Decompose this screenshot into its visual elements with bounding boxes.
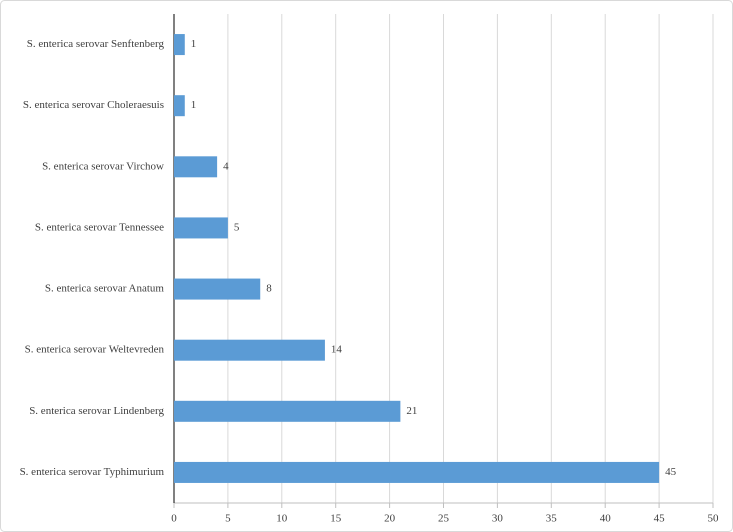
x-tick-label: 5 — [225, 513, 231, 525]
value-label: 45 — [665, 466, 677, 478]
y-tick-label: S. enterica serovar Choleraesuis — [23, 99, 164, 111]
y-tick-label: S. enterica serovar Senftenberg — [27, 38, 165, 50]
bar — [174, 34, 185, 56]
bar — [174, 461, 660, 483]
x-tick-label: 0 — [171, 513, 177, 525]
bar — [174, 156, 218, 178]
value-label: 5 — [234, 221, 240, 233]
x-tick-label: 15 — [330, 513, 342, 525]
y-tick-label: S. enterica serovar Virchow — [42, 160, 164, 172]
value-label: 14 — [331, 344, 343, 356]
bar — [174, 217, 228, 239]
bar — [174, 339, 325, 361]
bar — [174, 95, 185, 117]
value-label: 4 — [223, 160, 229, 172]
y-tick-label: S. enterica serovar Typhimurium — [20, 466, 165, 478]
x-tick-label: 45 — [654, 513, 666, 525]
y-tick-label: S. enterica serovar Lindenberg — [29, 405, 164, 417]
y-tick-label: S. enterica serovar Tennessee — [35, 221, 164, 233]
value-label: 8 — [266, 283, 272, 295]
value-label: 1 — [191, 99, 197, 111]
y-tick-label: S. enterica serovar Weltevreden — [25, 344, 165, 356]
x-tick-label: 50 — [708, 513, 720, 525]
y-tick-label: S. enterica serovar Anatum — [45, 283, 165, 295]
x-tick-label: 20 — [384, 513, 396, 525]
x-tick-label: 40 — [600, 513, 612, 525]
x-tick-label: 35 — [546, 513, 558, 525]
value-label: 21 — [406, 405, 417, 417]
value-label: 1 — [191, 38, 197, 50]
bar — [174, 278, 261, 300]
bar — [174, 400, 401, 422]
x-tick-label: 30 — [492, 513, 504, 525]
x-tick-label: 25 — [438, 513, 450, 525]
x-tick-label: 10 — [276, 513, 288, 525]
